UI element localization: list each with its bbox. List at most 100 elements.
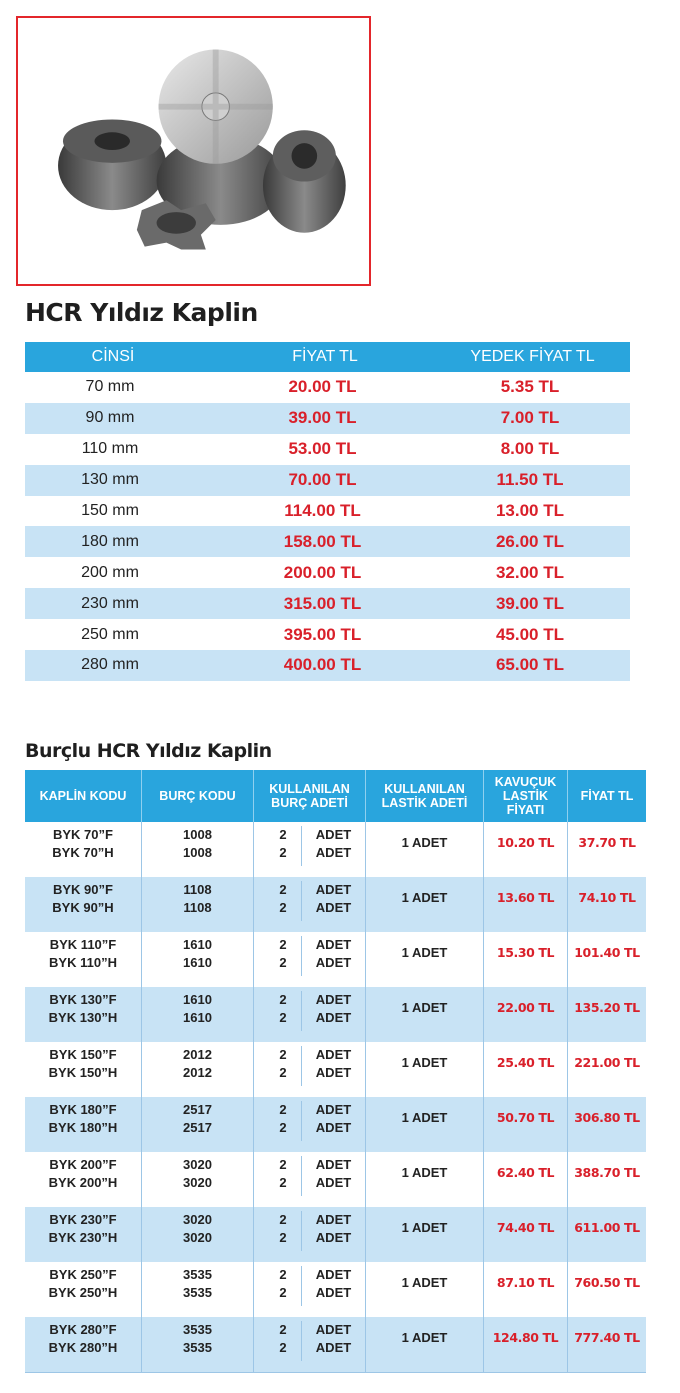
burc-kodu-cell: 2012 2012 — [142, 1042, 254, 1097]
burc-kodu: 1108 — [183, 900, 212, 915]
price-cell: 395.00 TL — [283, 624, 362, 644]
spare-price-cell: 8.00 TL — [500, 439, 560, 459]
burc-adeti-unit: ADET — [315, 1047, 352, 1062]
kavucuk-fiyati-cell: 50.70 TL — [484, 1097, 568, 1152]
kaplin-kodu: BYK 230”H — [48, 1230, 118, 1245]
kavucuk-fiyati: 62.40 TL — [496, 1165, 555, 1180]
kaplin-kodu: BYK 70”F — [53, 827, 113, 842]
table-row-group: BYK 230”F BYK 230”H 3020 3020 2 2 ADET ADET 1 AD… — [25, 1207, 646, 1262]
table-row: 180 mm 158.00 TL 26.00 TL — [25, 526, 630, 558]
kavucuk-fiyati-cell: 13.60 TL — [484, 877, 568, 932]
fiyat: 37.70 TL — [578, 835, 636, 850]
burc-kodu: 2012 — [183, 1047, 212, 1062]
burc-adeti-count: 2 — [279, 1157, 287, 1172]
burc-kodu-cell: 3020 3020 — [142, 1152, 254, 1207]
lastik-adeti-cell: 1 ADET — [366, 1317, 484, 1372]
burc-kodu-cell: 3020 3020 — [142, 1207, 254, 1262]
burc-adeti-unit: ADET — [315, 1175, 352, 1190]
lastik-adeti-cell: 1 ADET — [366, 822, 484, 877]
burc-kodu-cell: 3535 3535 — [142, 1262, 254, 1317]
burc-adeti-cell: 2 2 ADET ADET — [254, 932, 366, 987]
kaplin-kodu: BYK 200”F — [49, 1157, 117, 1172]
kaplin-kodu: BYK 180”F — [49, 1102, 117, 1117]
kavucuk-fiyati: 25.40 TL — [496, 1055, 555, 1070]
table-row-group: BYK 70”F BYK 70”H 1008 1008 2 2 ADET ADET 1 ADET… — [25, 822, 646, 877]
table-row-group: BYK 180”F BYK 180”H 2517 2517 2 2 ADET ADET 1 AD… — [25, 1097, 646, 1152]
size-cell: 90 mm — [85, 409, 135, 427]
lastik-adeti: 1 ADET — [401, 1330, 448, 1345]
spare-price-cell: 32.00 TL — [495, 562, 565, 582]
burc-adeti-count: 2 — [279, 1102, 287, 1117]
burc-adeti-count: 2 — [279, 1322, 287, 1337]
fiyat-cell: 135.20 TL — [568, 987, 646, 1042]
kavucuk-fiyati: 13.60 TL — [496, 890, 555, 905]
lastik-adeti: 1 ADET — [401, 1220, 448, 1235]
kaplin-kodu: BYK 70”H — [52, 845, 114, 860]
lastik-adeti-cell: 1 ADET — [366, 987, 484, 1042]
price-cell: 114.00 TL — [284, 501, 361, 520]
burc-adeti-count: 2 — [279, 1340, 287, 1355]
lastik-adeti-cell: 1 ADET — [366, 1207, 484, 1262]
table-row: 200 mm 200.00 TL 32.00 TL — [25, 557, 630, 588]
burc-kodu-cell: 1008 1008 — [142, 822, 254, 877]
burc-adeti-cell: 2 2 ADET ADET — [254, 1262, 366, 1317]
burc-adeti-count: 2 — [279, 1267, 287, 1282]
burc-adeti-count: 2 — [279, 900, 287, 915]
price-cell: 158.00 TL — [283, 531, 362, 551]
burc-adeti-unit: ADET — [315, 1340, 352, 1355]
kavucuk-fiyati: 124.80 TL — [492, 1330, 559, 1345]
kaplin-kodu-cell: BYK 110”F BYK 110”H — [25, 932, 142, 987]
kavucuk-fiyati-cell: 22.00 TL — [484, 987, 568, 1042]
header-yedek-fiyat: YEDEK FİYAT TL — [470, 348, 595, 365]
header-burc-adeti: KULLANILAN BURÇ ADETİ — [254, 770, 366, 822]
table-row-group: BYK 110”F BYK 110”H 1610 1610 2 2 ADET ADET 1 AD… — [25, 932, 646, 987]
burc-adeti-unit: ADET — [315, 955, 352, 970]
coupling-illustration — [58, 49, 346, 250]
burc-adeti-unit: ADET — [315, 1010, 352, 1025]
size-cell: 200 mm — [81, 563, 139, 581]
fiyat: 760.50 TL — [574, 1275, 640, 1290]
kavucuk-fiyati: 87.10 TL — [496, 1275, 555, 1290]
lastik-adeti: 1 ADET — [401, 1000, 448, 1015]
burc-kodu: 3535 — [183, 1340, 212, 1355]
price-cell: 39.00 TL — [288, 408, 357, 428]
burc-adeti-unit: ADET — [315, 827, 352, 842]
table-row: 90 mm 39.00 TL 7.00 TL — [25, 402, 630, 434]
burc-adeti-unit: ADET — [315, 1102, 352, 1117]
burc-kodu: 1008 — [183, 827, 212, 842]
burc-adeti-count: 2 — [279, 827, 287, 842]
burc-kodu: 1108 — [183, 882, 212, 897]
burc-kodu-cell: 1108 1108 — [142, 877, 254, 932]
fiyat: 221.00 TL — [574, 1055, 640, 1070]
kaplin-kodu: BYK 150”F — [49, 1047, 117, 1062]
burc-adeti-count: 2 — [279, 1010, 287, 1025]
kaplin-kodu-cell: BYK 250”F BYK 250”H — [25, 1262, 142, 1317]
fiyat-cell: 306.80 TL — [568, 1097, 646, 1152]
kaplin-kodu: BYK 90”F — [53, 882, 113, 897]
kavucuk-fiyati-cell: 25.40 TL — [484, 1042, 568, 1097]
burc-adeti-cell: 2 2 ADET ADET — [254, 877, 366, 932]
header-kaplin-kodu: KAPLİN KODU — [25, 770, 142, 822]
fiyat: 101.40 TL — [574, 945, 640, 960]
burc-adeti-unit: ADET — [315, 1285, 352, 1300]
kavucuk-fiyati: 15.30 TL — [496, 945, 555, 960]
lastik-adeti-cell: 1 ADET — [366, 877, 484, 932]
kaplin-kodu-cell: BYK 180”F BYK 180”H — [25, 1097, 142, 1152]
burc-adeti-count: 2 — [279, 1120, 287, 1135]
bushing-table-header: KAPLİN KODU BURÇ KODU KULLANILAN BURÇ AD… — [25, 770, 646, 822]
bushing-price-table: KAPLİN KODU BURÇ KODU KULLANILAN BURÇ AD… — [25, 770, 646, 1373]
burc-adeti-unit: ADET — [315, 1322, 352, 1337]
lastik-adeti: 1 ADET — [401, 1165, 448, 1180]
burc-adeti-count: 2 — [279, 845, 287, 860]
size-cell: 180 mm — [81, 532, 139, 550]
size-cell: 130 mm — [81, 471, 139, 489]
lastik-adeti-cell: 1 ADET — [366, 1042, 484, 1097]
burc-adeti-count: 2 — [279, 1175, 287, 1190]
burc-adeti-count: 2 — [279, 1065, 287, 1080]
table-row: 150 mm 114.00 TL 13.00 TL — [25, 496, 630, 527]
table-row-group: BYK 130”F BYK 130”H 1610 1610 2 2 ADET ADET 1 AD… — [25, 987, 646, 1042]
spare-price-cell: 65.00 TL — [495, 655, 565, 675]
kaplin-kodu-cell: BYK 200”F BYK 200”H — [25, 1152, 142, 1207]
burc-adeti-count: 2 — [279, 1230, 287, 1245]
size-cell: 230 mm — [81, 594, 139, 612]
